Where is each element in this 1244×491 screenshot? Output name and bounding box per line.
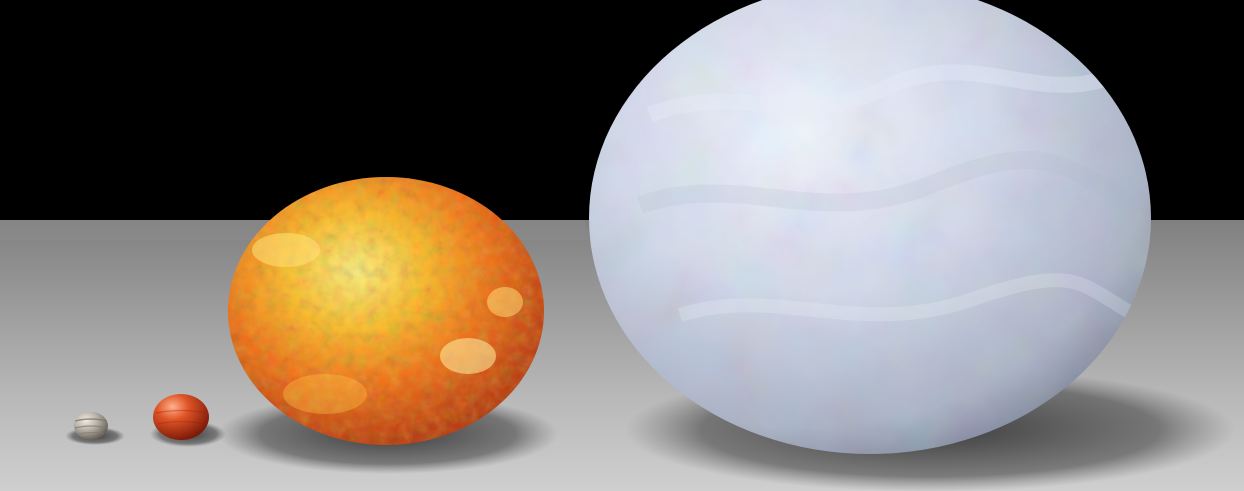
red-planet — [153, 394, 209, 440]
gray-planet-band-3 — [77, 431, 105, 435]
orange-star — [228, 177, 544, 445]
gray-planet-band-1 — [74, 418, 108, 422]
orange-star-texture — [228, 177, 544, 445]
gray-planet — [74, 412, 108, 440]
red-planet-body — [153, 394, 209, 440]
red-planet-band-1 — [155, 409, 207, 414]
large-blue-white-star — [589, 0, 1151, 454]
gray-planet-band-2 — [74, 425, 108, 429]
blue-star-texture — [589, 0, 1151, 454]
red-planet-band-2 — [157, 420, 205, 425]
